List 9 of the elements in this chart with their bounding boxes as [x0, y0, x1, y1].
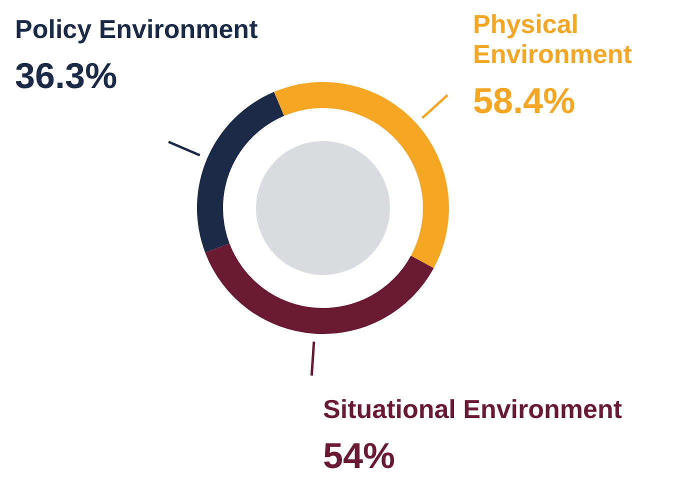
- donut-slice: [197, 92, 284, 253]
- slice-label: Physical Environment: [473, 9, 632, 69]
- data-label: 54%: [323, 435, 396, 476]
- slice-label: Policy Environment: [15, 14, 258, 44]
- donut-slice: [205, 243, 434, 334]
- data-label: 36.3%: [15, 55, 118, 96]
- data-label: 58.4%: [473, 80, 576, 121]
- donut-slice: [274, 82, 449, 268]
- slice-label: Situational Environment: [323, 394, 622, 424]
